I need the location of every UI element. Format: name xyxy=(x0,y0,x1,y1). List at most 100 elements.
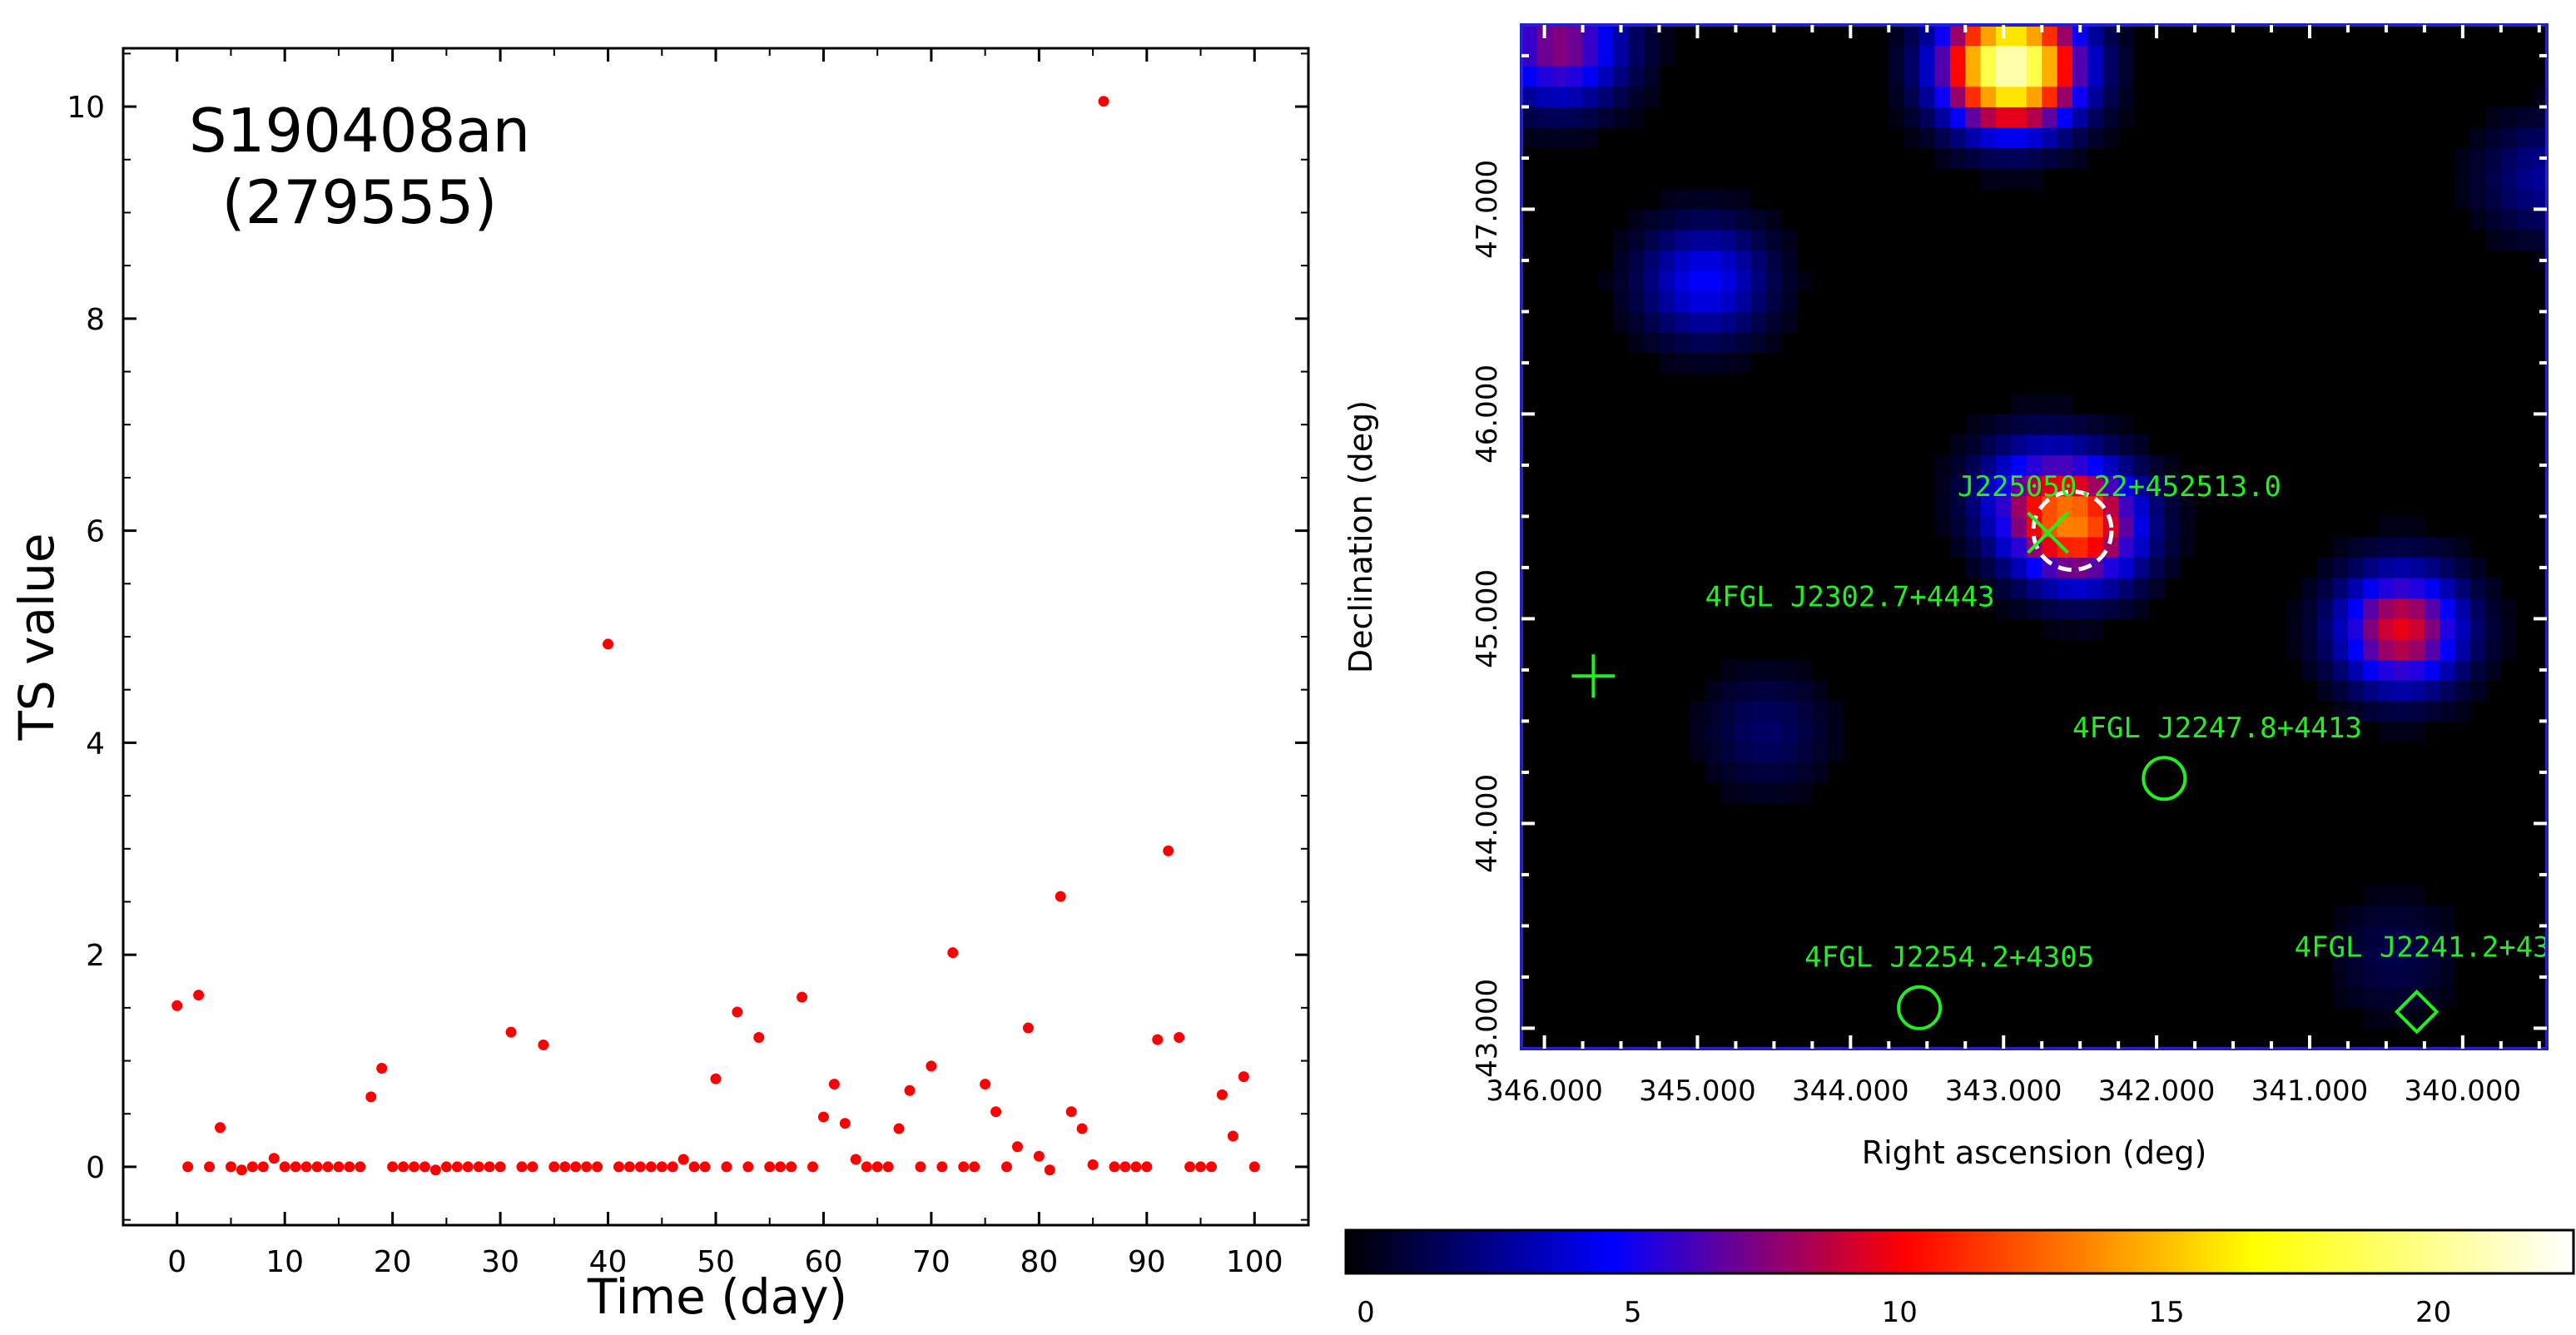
map-pixel xyxy=(1735,290,1752,312)
map-sources: J225050.22+452513.0 4FGL J2302.7+4443 4FGL… xyxy=(1571,470,2547,1035)
map-pixel xyxy=(2485,168,2502,190)
map-pixel xyxy=(1567,86,1584,107)
map-pixel xyxy=(2118,454,2134,476)
data-point xyxy=(440,1161,452,1173)
map-pixel xyxy=(1690,700,1706,722)
data-point xyxy=(656,1161,668,1173)
map-pixel xyxy=(1797,782,1813,804)
data-point xyxy=(204,1161,216,1173)
map-pixel xyxy=(2317,639,2334,661)
map-pixel xyxy=(1582,107,1599,128)
data-point xyxy=(494,1161,506,1173)
map-pixel xyxy=(1766,782,1783,804)
map-pixel xyxy=(1980,86,1997,107)
map-pixel xyxy=(2348,598,2364,619)
map-pixel xyxy=(2485,107,2502,128)
map-pixel xyxy=(1613,107,1630,128)
map-pixel xyxy=(1980,475,1997,497)
map-pixel xyxy=(1551,45,1568,67)
map-pixel xyxy=(2026,495,2042,517)
map-pixel xyxy=(2087,475,2104,497)
map-pixel xyxy=(1628,230,1645,251)
map-pixel xyxy=(1705,332,1721,354)
map-pixel xyxy=(2011,393,2028,414)
map-tick-labels: 346.000 345.000 344.000 343.000 342.000 341.0… xyxy=(1471,160,2521,1108)
map-pixel xyxy=(1996,475,2012,497)
data-point xyxy=(505,1026,517,1038)
map-pixel xyxy=(1628,45,1645,67)
map-pixel xyxy=(1735,250,1752,271)
map-pixel xyxy=(1521,86,1537,107)
map-pixel xyxy=(2363,618,2380,640)
map-pixel xyxy=(1965,66,1982,87)
map-pixel xyxy=(2485,127,2502,149)
map-pixel xyxy=(1690,290,1706,312)
map-pixel xyxy=(2118,414,2134,435)
map-pixel xyxy=(2470,127,2486,149)
map-pixel xyxy=(2026,475,2042,497)
map-pixel xyxy=(1965,475,1982,497)
map-pixel xyxy=(2011,168,2028,190)
map-pixel xyxy=(2026,86,2042,107)
map-pixel xyxy=(2348,639,2364,661)
map-pixel xyxy=(1720,680,1736,702)
data-point xyxy=(268,1153,280,1164)
map-pixel xyxy=(2547,251,2563,271)
data-point xyxy=(958,1161,970,1173)
map-pixel xyxy=(1597,25,1614,47)
map-pixel xyxy=(2057,495,2073,517)
colorbar-tick-label: 5 xyxy=(1624,1296,1642,1329)
data-point xyxy=(171,1000,183,1011)
map-pixel xyxy=(2118,516,2134,538)
map-pixel xyxy=(2042,127,2058,149)
map-pixel xyxy=(1827,742,1844,763)
map-pixel xyxy=(1965,25,1982,47)
map-pixel xyxy=(1889,25,1905,26)
map-pixel xyxy=(1628,66,1645,87)
map-pixel xyxy=(1674,188,1690,210)
map-pixel xyxy=(1996,45,2012,67)
map-pixel xyxy=(2516,188,2533,210)
map-pixel xyxy=(2057,454,2073,476)
map-pixel xyxy=(1766,311,1783,333)
data-point xyxy=(1152,1034,1164,1045)
map-pixel xyxy=(1797,742,1813,763)
map-pixel xyxy=(2042,454,2058,476)
map-pixel xyxy=(2011,66,2028,87)
map-pixel xyxy=(2547,107,2563,127)
data-point xyxy=(322,1161,334,1173)
map-pixel xyxy=(1613,270,1630,292)
map-pixel xyxy=(2378,516,2395,538)
map-pixel xyxy=(2424,578,2440,599)
map-frame xyxy=(1520,23,2549,1050)
map-pixel xyxy=(1996,516,2012,538)
map-pixel xyxy=(1766,209,1783,231)
map-pixel xyxy=(2148,454,2165,476)
map-pixel xyxy=(2102,495,2119,517)
map-pixel xyxy=(1705,700,1721,722)
map-pixel xyxy=(2042,45,2058,67)
map-pixel xyxy=(2378,946,2395,968)
map-pixel xyxy=(2072,127,2088,149)
data-point xyxy=(559,1161,571,1173)
map-pixel xyxy=(2042,557,2058,578)
map-pixel xyxy=(2500,147,2517,169)
map-pixel xyxy=(2179,495,2196,517)
map-pixel xyxy=(2087,25,2104,47)
data-point xyxy=(365,1091,377,1103)
map-pixel xyxy=(1735,332,1752,354)
map-pixel xyxy=(2011,127,2028,149)
map-pixel xyxy=(1919,45,1935,67)
map-pixel xyxy=(2332,557,2349,578)
map-pixel xyxy=(1720,311,1736,333)
map-pixel xyxy=(2378,598,2395,619)
map-pixel xyxy=(2470,639,2486,661)
map-pixel xyxy=(2470,578,2486,599)
map-pixel xyxy=(2118,25,2134,47)
map-pixel xyxy=(2057,537,2073,558)
map-pixel xyxy=(1934,127,1951,149)
map-pixel xyxy=(1735,230,1752,251)
map-pixel xyxy=(2072,454,2088,476)
map-pixel xyxy=(2363,885,2380,906)
